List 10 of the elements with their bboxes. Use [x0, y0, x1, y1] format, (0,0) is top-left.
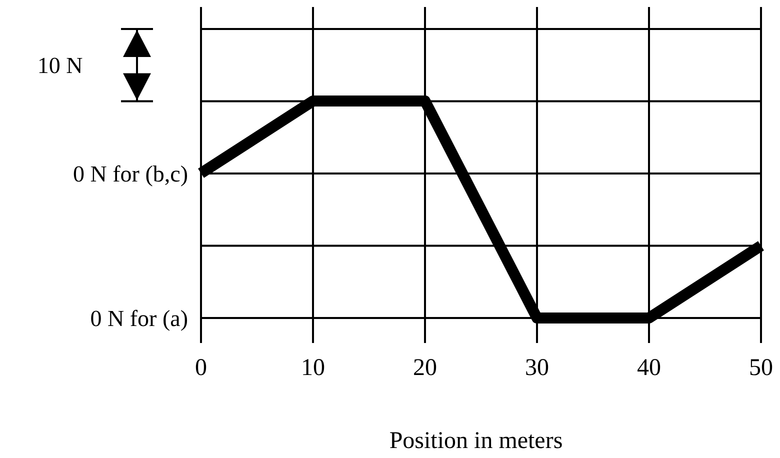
x-axis-title: Position in meters [389, 428, 563, 454]
text: 0 N for (a) [90, 306, 188, 331]
x-tick-label: 30 [525, 355, 549, 381]
text: 10 N [37, 53, 84, 78]
x-tick-label: 40 [637, 355, 661, 381]
x-tick-label: 50 [749, 355, 773, 381]
x-tick-label: 20 [413, 355, 437, 381]
x-tick-label: 0 [195, 355, 207, 381]
x-tick-label: 10 [301, 355, 325, 381]
text: 0 N for (b,c) [73, 161, 188, 186]
